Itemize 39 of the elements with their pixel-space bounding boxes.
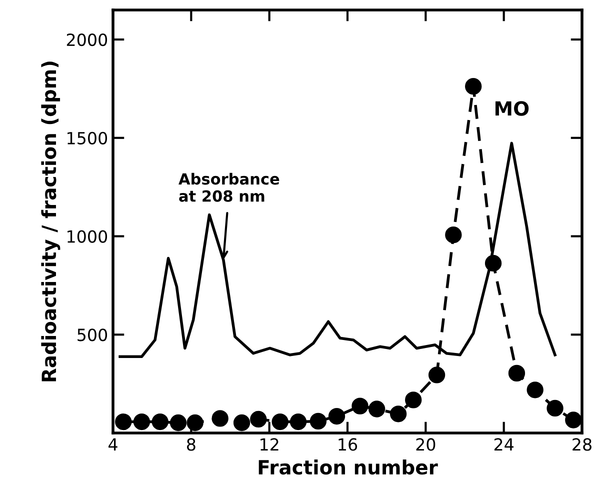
point: [152, 413, 168, 430]
y-tick-label: 2000: [66, 33, 108, 46]
point: [290, 413, 307, 430]
x-tick-label: 4: [108, 438, 118, 451]
point: [565, 412, 582, 428]
point: [405, 392, 422, 408]
point: [428, 366, 446, 384]
x-tick-label: 8: [186, 438, 196, 451]
y-axis-title: Radioactivity / fraction (dpm): [41, 62, 60, 382]
point: [546, 400, 564, 417]
annotation: Absorbance at 208 nm: [178, 172, 280, 202]
point: [508, 364, 526, 382]
point: [233, 414, 250, 432]
y-tick-label: 1000: [68, 230, 108, 243]
y-tick-label: 1500: [68, 132, 108, 144]
point: [272, 413, 288, 430]
point: [352, 398, 368, 414]
x-tick-label: 16: [338, 438, 358, 451]
x-tick-label: 20: [416, 438, 436, 451]
point: [115, 413, 132, 430]
point: [390, 406, 407, 422]
x-tick-label: 24: [494, 438, 514, 451]
point: [484, 254, 502, 272]
point: [445, 226, 462, 244]
point: [328, 408, 346, 425]
point: [212, 410, 228, 427]
x-tick-label: 12: [260, 438, 278, 451]
point: [310, 412, 327, 430]
point: [250, 410, 267, 428]
point: [368, 400, 386, 418]
point: [526, 382, 544, 398]
point: [186, 414, 204, 432]
point: [170, 414, 187, 432]
y-tick-label: 500: [78, 328, 108, 342]
point: [133, 413, 150, 430]
annotation: MO: [495, 101, 529, 116]
x-tick-label: 28: [572, 438, 592, 451]
x-axis-title: Fraction number: [258, 460, 438, 475]
point: [465, 78, 482, 95]
